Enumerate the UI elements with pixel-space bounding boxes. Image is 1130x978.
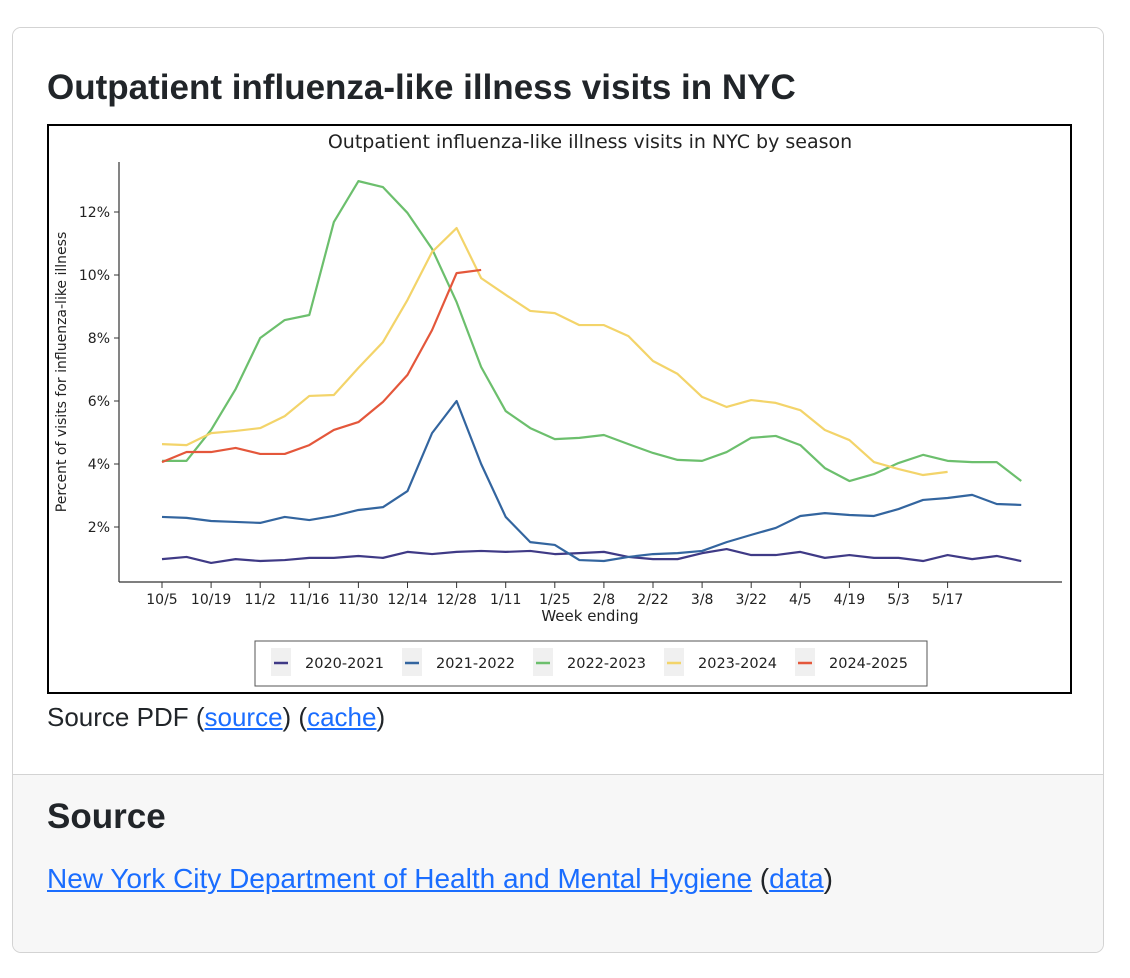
org-link[interactable]: New York City Department of Health and M… — [47, 863, 753, 894]
x-tick-label: 5/3 — [887, 592, 910, 608]
legend-label: 2022-2023 — [567, 656, 646, 672]
legend-label: 2023-2024 — [698, 656, 777, 672]
source-attribution: New York City Department of Health and M… — [47, 863, 833, 894]
y-axis-label: Percent of visits for influenza-like ill… — [54, 232, 70, 512]
series-line-2024-2025 — [161, 268, 482, 464]
y-tick-label: 8% — [88, 331, 110, 347]
x-tick-label: 3/8 — [691, 592, 714, 608]
y-tick-label: 2% — [88, 520, 110, 536]
x-tick-label: 1/11 — [490, 592, 521, 608]
source-pdf-label: Source PDF — [47, 702, 189, 732]
legend-label: 2021-2022 — [436, 656, 515, 672]
x-tick-label: 3/22 — [735, 592, 766, 608]
y-tick-label: 6% — [88, 394, 110, 410]
x-tick-label: 12/28 — [436, 592, 476, 608]
chart-section: Outpatient influenza-like illness visits… — [13, 28, 1103, 774]
x-tick-label: 4/19 — [834, 592, 865, 608]
x-axis-label: Week ending — [541, 607, 638, 625]
x-tick-label: 2/8 — [593, 592, 616, 608]
chart-card: Outpatient influenza-like illness visits… — [12, 27, 1104, 953]
x-tick-label: 4/5 — [789, 592, 812, 608]
line-chart: Outpatient influenza-like illness visits… — [54, 131, 1062, 687]
source-section: Source New York City Department of Healt… — [13, 774, 1103, 952]
data-link[interactable]: data — [769, 863, 824, 894]
x-tick-label: 10/5 — [146, 592, 177, 608]
y-tick-label: 12% — [79, 205, 110, 221]
x-tick-label: 11/16 — [289, 592, 329, 608]
legend-label: 2024-2025 — [829, 656, 908, 672]
chart-title: Outpatient influenza-like illness visits… — [328, 131, 852, 153]
series-line-2020-2021 — [161, 547, 1022, 565]
source-pdf-line: Source PDF (source) (cache) — [47, 702, 386, 732]
series-line-2022-2023 — [162, 180, 1022, 483]
chart-image: Outpatient influenza-like illness visits… — [47, 124, 1072, 694]
x-tick-label: 11/2 — [244, 592, 275, 608]
legend-label: 2020-2021 — [305, 656, 384, 672]
x-tick-label: 5/17 — [932, 592, 963, 608]
x-tick-label: 10/19 — [191, 592, 231, 608]
source-link[interactable]: source — [204, 702, 283, 732]
x-tick-label: 11/30 — [338, 592, 378, 608]
y-tick-label: 10% — [79, 268, 110, 284]
page-title: Outpatient influenza-like illness visits… — [47, 68, 796, 107]
y-tick-label: 4% — [88, 457, 110, 473]
x-tick-label: 12/14 — [387, 592, 427, 608]
series-line-2023-2024 — [161, 226, 948, 477]
x-tick-label: 2/22 — [637, 592, 668, 608]
series-line-2021-2022 — [161, 399, 1022, 563]
cache-link[interactable]: cache — [307, 702, 377, 732]
source-heading: Source — [47, 797, 166, 836]
x-tick-label: 1/25 — [539, 592, 570, 608]
